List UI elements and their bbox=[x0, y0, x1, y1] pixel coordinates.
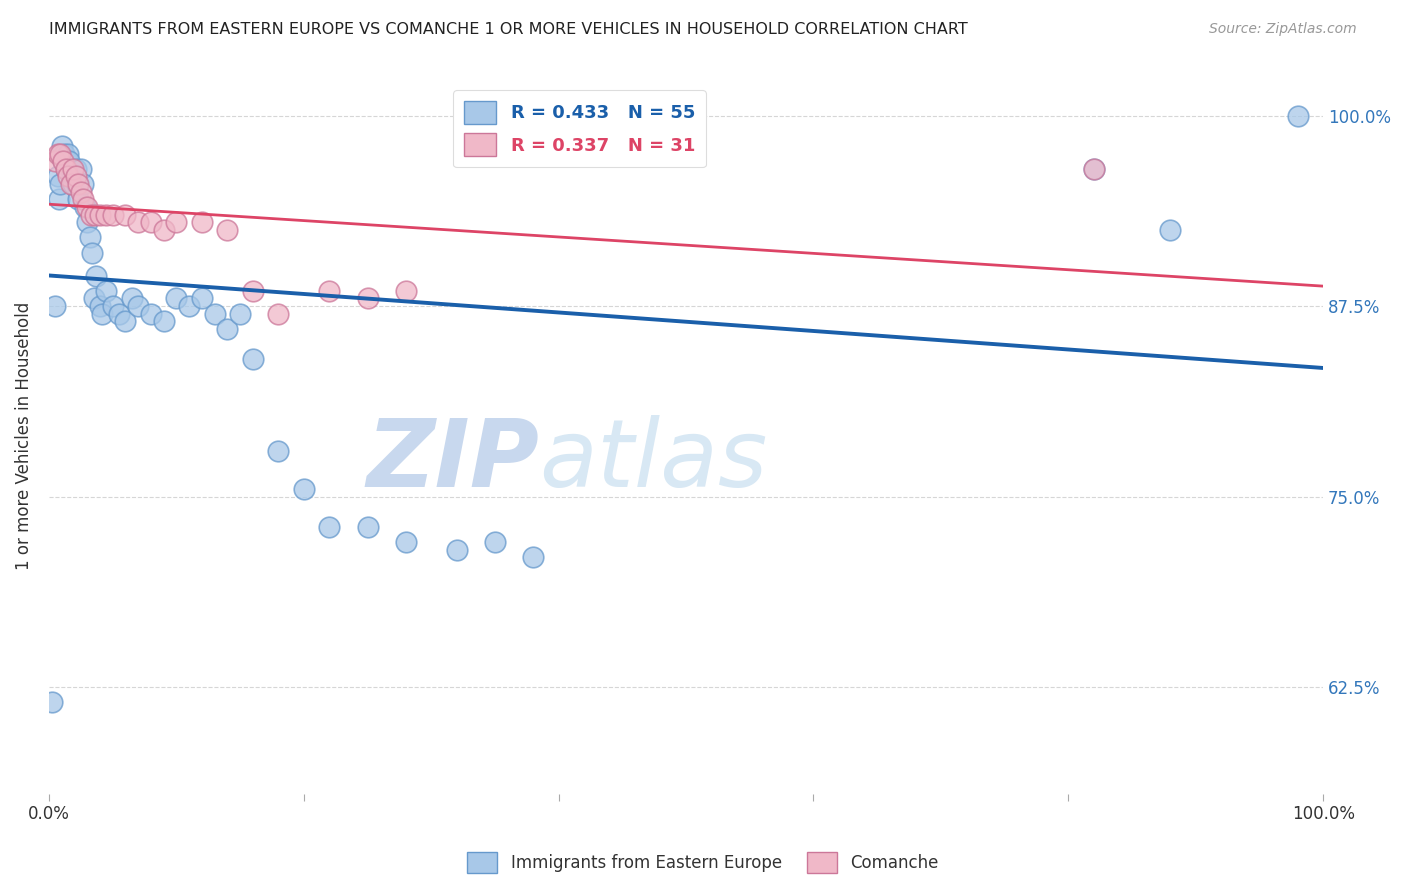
Point bbox=[52, 154, 75, 169]
Text: atlas: atlas bbox=[540, 415, 768, 506]
Point bbox=[446, 542, 468, 557]
Point bbox=[101, 208, 124, 222]
Point bbox=[152, 314, 174, 328]
Point bbox=[1159, 223, 1181, 237]
Text: IMMIGRANTS FROM EASTERN EUROPE VS COMANCHE 1 OR MORE VEHICLES IN HOUSEHOLD CORRE: IMMIGRANTS FROM EASTERN EUROPE VS COMANC… bbox=[49, 22, 967, 37]
Point bbox=[62, 161, 84, 176]
Point bbox=[65, 169, 87, 184]
Point bbox=[46, 169, 69, 184]
Point bbox=[1286, 109, 1309, 123]
Point bbox=[44, 154, 66, 169]
Point bbox=[80, 208, 103, 222]
Point bbox=[67, 177, 90, 191]
Point bbox=[395, 284, 418, 298]
Point bbox=[242, 284, 264, 298]
Point bbox=[165, 215, 187, 229]
Point bbox=[72, 177, 94, 191]
Point bbox=[91, 307, 114, 321]
Point bbox=[1083, 161, 1105, 176]
Point bbox=[318, 520, 340, 534]
Legend: R = 0.433   N = 55, R = 0.337   N = 31: R = 0.433 N = 55, R = 0.337 N = 31 bbox=[453, 90, 706, 167]
Point bbox=[76, 200, 98, 214]
Point bbox=[66, 177, 89, 191]
Point bbox=[59, 161, 82, 176]
Point bbox=[191, 215, 214, 229]
Point bbox=[79, 230, 101, 244]
Point bbox=[44, 299, 66, 313]
Point bbox=[114, 314, 136, 328]
Point bbox=[56, 146, 79, 161]
Point bbox=[65, 161, 87, 176]
Point bbox=[52, 154, 75, 169]
Point bbox=[53, 146, 76, 161]
Point bbox=[217, 322, 239, 336]
Point bbox=[217, 223, 239, 237]
Point bbox=[267, 443, 290, 458]
Point bbox=[179, 299, 201, 313]
Point bbox=[76, 215, 98, 229]
Point bbox=[41, 695, 63, 709]
Point bbox=[191, 292, 214, 306]
Point bbox=[82, 245, 104, 260]
Point bbox=[127, 299, 149, 313]
Point bbox=[62, 177, 84, 191]
Point bbox=[204, 307, 226, 321]
Point bbox=[72, 192, 94, 206]
Point bbox=[59, 177, 82, 191]
Point bbox=[73, 200, 96, 214]
Text: Source: ZipAtlas.com: Source: ZipAtlas.com bbox=[1209, 22, 1357, 37]
Point bbox=[96, 208, 118, 222]
Point bbox=[318, 284, 340, 298]
Point bbox=[84, 268, 107, 283]
Point bbox=[89, 299, 111, 313]
Point bbox=[49, 177, 72, 191]
Point bbox=[49, 146, 72, 161]
Point bbox=[58, 154, 80, 169]
Point bbox=[96, 284, 118, 298]
Point bbox=[242, 352, 264, 367]
Point bbox=[1083, 161, 1105, 176]
Point bbox=[121, 292, 143, 306]
Point bbox=[395, 535, 418, 549]
Point bbox=[89, 208, 111, 222]
Point bbox=[51, 139, 73, 153]
Point bbox=[356, 292, 378, 306]
Point bbox=[56, 154, 79, 169]
Point bbox=[139, 215, 162, 229]
Point bbox=[69, 161, 91, 176]
Text: ZIP: ZIP bbox=[367, 415, 540, 507]
Point bbox=[108, 307, 131, 321]
Legend: Immigrants from Eastern Europe, Comanche: Immigrants from Eastern Europe, Comanche bbox=[461, 846, 945, 880]
Point bbox=[83, 208, 105, 222]
Point bbox=[229, 307, 252, 321]
Point bbox=[165, 292, 187, 306]
Point bbox=[522, 550, 544, 565]
Point bbox=[484, 535, 506, 549]
Point bbox=[56, 169, 79, 184]
Point bbox=[356, 520, 378, 534]
Point bbox=[69, 185, 91, 199]
Point bbox=[83, 292, 105, 306]
Point bbox=[55, 161, 77, 176]
Point bbox=[114, 208, 136, 222]
Point bbox=[63, 169, 86, 184]
Point bbox=[152, 223, 174, 237]
Y-axis label: 1 or more Vehicles in Household: 1 or more Vehicles in Household bbox=[15, 301, 32, 570]
Point bbox=[101, 299, 124, 313]
Point bbox=[127, 215, 149, 229]
Point bbox=[292, 482, 315, 496]
Point bbox=[67, 192, 90, 206]
Point bbox=[46, 146, 69, 161]
Point bbox=[48, 192, 70, 206]
Point bbox=[55, 161, 77, 176]
Point bbox=[267, 307, 290, 321]
Point bbox=[60, 169, 83, 184]
Point bbox=[139, 307, 162, 321]
